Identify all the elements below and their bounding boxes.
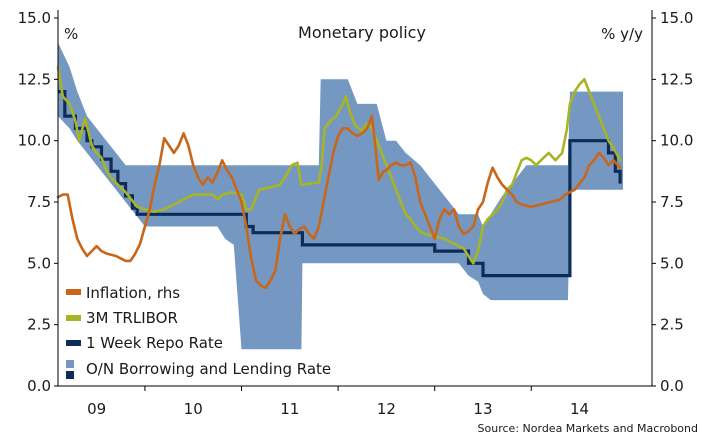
right-tick-label: 12.5 — [660, 70, 693, 88]
right-tick-label: 5.0 — [660, 254, 684, 272]
x-tick-label: 10 — [184, 400, 203, 418]
right-unit-label: % y/y — [601, 25, 643, 43]
legend-label-inflation: Inflation, rhs — [86, 284, 180, 302]
legend-swatch-inflation — [66, 289, 81, 295]
left-tick-label: 5.0 — [27, 254, 51, 272]
x-tick-label: 12 — [377, 400, 396, 418]
left-tick-label: 7.5 — [27, 193, 51, 211]
chart-title: Monetary policy — [298, 23, 426, 42]
right-axis-ticks: 0.0 2.5 5.0 7.5 10.0 12.5 15.0 — [652, 9, 693, 395]
x-tick-label: 14 — [570, 400, 589, 418]
legend-label-corridor: O/N Borrowing and Lending Rate — [86, 360, 331, 378]
legend-swatch-repo — [66, 340, 81, 346]
x-axis-ticks: 09 10 11 12 13 14 — [87, 386, 589, 418]
x-tick-label: 11 — [280, 400, 299, 418]
left-tick-label: 12.5 — [18, 70, 51, 88]
x-tick-label: 09 — [87, 400, 106, 418]
left-axis-ticks: 0.0 2.5 5.0 7.5 10.0 12.5 15.0 — [18, 9, 58, 395]
source-note: Source: Nordea Markets and Macrobond — [478, 422, 698, 435]
left-tick-label: 15.0 — [18, 9, 51, 27]
corridor-band-series — [58, 42, 623, 350]
legend: Inflation, rhs 3M TRLIBOR 1 Week Repo Ra… — [66, 284, 331, 379]
tribor-series — [56, 65, 622, 265]
right-tick-label: 15.0 — [660, 9, 693, 27]
axes — [57, 10, 653, 387]
x-tick-label: 13 — [473, 400, 492, 418]
left-tick-label: 2.5 — [27, 316, 51, 334]
legend-label-repo: 1 Week Repo Rate — [86, 334, 223, 352]
legend-swatch-corridor-bottom — [66, 371, 74, 379]
inflation-series — [56, 114, 622, 290]
left-unit-label: % — [64, 25, 78, 43]
inflation-line — [56, 114, 622, 290]
right-tick-label: 0.0 — [660, 377, 684, 395]
legend-swatch-corridor-top — [66, 360, 74, 368]
legend-label-tribor: 3M TRLIBOR — [86, 309, 178, 327]
right-tick-label: 7.5 — [660, 193, 684, 211]
legend-swatch-tribor — [66, 315, 81, 321]
corridor-band — [58, 42, 623, 350]
right-tick-label: 2.5 — [660, 316, 684, 334]
left-tick-label: 0.0 — [27, 377, 51, 395]
right-tick-label: 10.0 — [660, 132, 693, 150]
tribor-line — [56, 65, 622, 265]
left-tick-label: 10.0 — [18, 132, 51, 150]
